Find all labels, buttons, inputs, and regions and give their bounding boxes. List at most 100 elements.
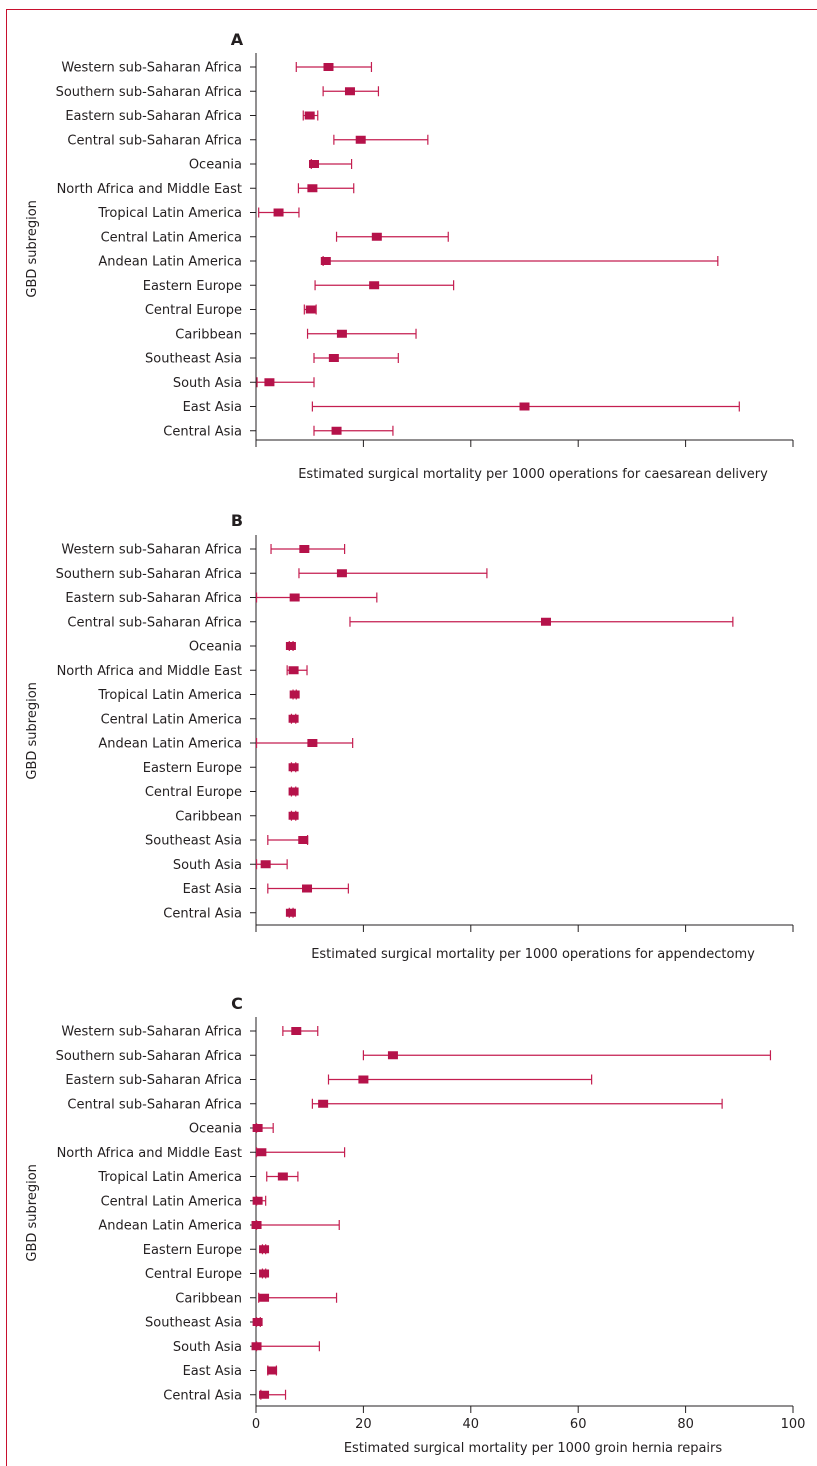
category-label: Central Asia [163, 1388, 242, 1403]
category-label: East Asia [183, 882, 242, 897]
point-estimate [251, 1342, 262, 1351]
point-estimate [259, 1269, 270, 1278]
category-label: Caribbean [175, 327, 242, 342]
point-estimate [289, 690, 300, 699]
category-label: Caribbean [175, 1291, 242, 1306]
category-label: Oceania [189, 1122, 242, 1137]
category-label: Eastern Europe [143, 279, 242, 294]
category-label: Central Europe [145, 785, 242, 800]
point-estimate [273, 208, 284, 217]
category-label: Caribbean [175, 809, 242, 824]
category-label: Central sub-Saharan Africa [67, 133, 242, 148]
y-axis-label: GBD subregion [25, 1164, 40, 1262]
point-estimate [252, 1124, 263, 1132]
point-estimate [256, 1148, 267, 1157]
category-label: Eastern Europe [143, 761, 242, 776]
point-estimate [267, 1366, 278, 1375]
point-estimate [328, 354, 339, 362]
point-estimate [252, 1196, 263, 1205]
x-axis-label: Estimated surgical mortality per 1000 gr… [344, 1441, 723, 1456]
x-tick-label: 40 [463, 1417, 480, 1432]
panel-letter: C [231, 994, 243, 1013]
point-estimate [369, 281, 380, 290]
point-estimate [320, 257, 331, 265]
point-estimate [307, 184, 318, 193]
category-label: Eastern sub-Saharan Africa [65, 1073, 242, 1088]
x-axis-label: Estimated surgical mortality per 1000 op… [298, 467, 768, 482]
point-estimate [251, 1221, 262, 1229]
category-label: Central Latin America [101, 230, 242, 245]
point-estimate [336, 569, 347, 578]
point-estimate [277, 1172, 288, 1181]
x-tick-label: 0 [252, 1417, 260, 1432]
category-label: Oceania [189, 640, 242, 655]
category-label: Central Latin America [101, 712, 242, 727]
point-estimate [336, 329, 347, 338]
category-label: Central Europe [145, 1267, 242, 1282]
point-estimate [323, 63, 334, 71]
category-label: South Asia [173, 858, 242, 873]
point-estimate [260, 860, 271, 869]
x-tick-label: 100 [781, 1417, 806, 1432]
x-axis-label: Estimated surgical mortality per 1000 op… [311, 947, 755, 962]
x-tick-label: 20 [355, 1417, 372, 1432]
category-label: Andean Latin America [98, 255, 242, 270]
category-label: Southeast Asia [145, 352, 242, 367]
category-label: Oceania [189, 158, 242, 173]
point-estimate [358, 1075, 369, 1084]
category-label: Central Asia [163, 424, 242, 439]
category-label: Southern sub-Saharan Africa [56, 567, 242, 582]
category-label: Andean Latin America [98, 737, 242, 752]
panel-b: B Estimated surgical mortality per 1000 o… [25, 511, 794, 962]
point-estimate [259, 1293, 270, 1302]
point-estimate [387, 1051, 398, 1060]
point-estimate [371, 232, 382, 241]
category-label: Eastern sub-Saharan Africa [65, 591, 242, 606]
category-label: Western sub-Saharan Africa [61, 543, 242, 558]
category-label: Western sub-Saharan Africa [61, 61, 242, 76]
point-estimate [302, 884, 313, 893]
y-axis-label: GBD subregion [25, 682, 40, 780]
panel-a: A Estimated surgical mortality per 1000 o… [25, 30, 794, 482]
x-tick-label: 80 [677, 1417, 694, 1432]
point-estimate [285, 908, 296, 917]
point-estimate [318, 1099, 329, 1108]
category-label: Central Europe [145, 303, 242, 318]
category-label: Central Latin America [101, 1194, 242, 1209]
category-label: South Asia [173, 1340, 242, 1355]
category-label: North Africa and Middle East [57, 664, 242, 679]
point-estimate [285, 642, 296, 650]
point-estimate [288, 714, 299, 723]
point-estimate [298, 836, 309, 844]
panel-c: C 0 20 40 60 80 100 Estimated surgical mortalit… [25, 994, 805, 1456]
category-label: Eastern sub-Saharan Africa [65, 109, 242, 124]
point-estimate [259, 1245, 270, 1254]
point-estimate [288, 666, 299, 675]
figure-frame [6, 9, 817, 1466]
category-label: East Asia [183, 1364, 242, 1379]
category-label: Southeast Asia [145, 1316, 242, 1331]
category-label: Western sub-Saharan Africa [61, 1025, 242, 1040]
category-label: North Africa and Middle East [57, 182, 242, 197]
point-estimate [289, 593, 300, 602]
category-label: Andean Latin America [98, 1219, 242, 1234]
point-estimate [331, 426, 342, 435]
point-estimate [264, 378, 275, 387]
point-estimate [519, 402, 530, 411]
y-axis-label: GBD subregion [25, 200, 40, 298]
point-estimate [308, 160, 319, 168]
point-estimate [355, 135, 366, 144]
category-label: Tropical Latin America [97, 206, 242, 221]
x-tick-label: 60 [570, 1417, 587, 1432]
point-estimate [288, 811, 299, 820]
category-label: Southern sub-Saharan Africa [56, 1049, 242, 1064]
category-label: South Asia [173, 376, 242, 391]
category-label: Southern sub-Saharan Africa [56, 85, 242, 100]
category-label: Southeast Asia [145, 834, 242, 849]
category-label: East Asia [183, 400, 242, 415]
point-estimate [252, 1318, 263, 1326]
category-label: Tropical Latin America [97, 1170, 242, 1185]
category-label: Tropical Latin America [97, 688, 242, 703]
panel-letter: B [231, 511, 243, 530]
